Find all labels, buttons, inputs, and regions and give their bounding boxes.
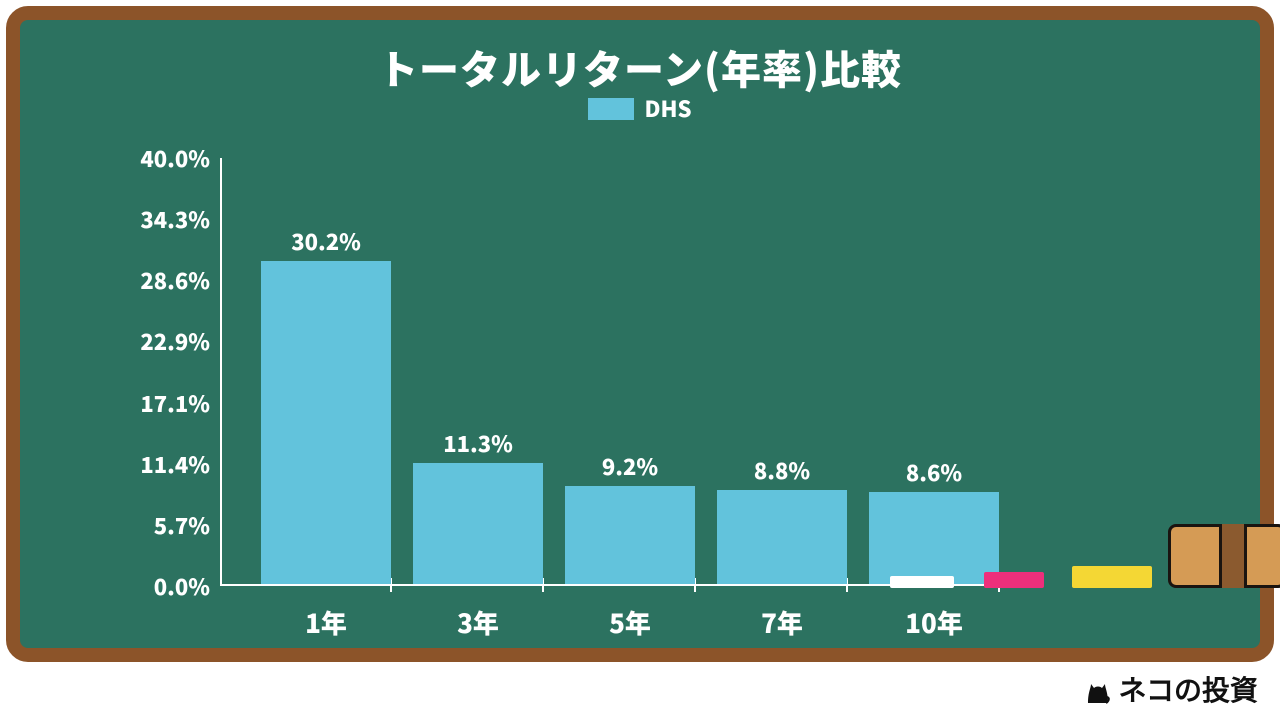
- bar-value-label: 11.3%: [443, 427, 513, 465]
- x-category-label: 1年: [305, 604, 347, 641]
- bar-value-label: 30.2%: [291, 225, 361, 263]
- y-tick-label: 17.1%: [140, 387, 210, 419]
- bar: [413, 463, 543, 584]
- watermark: ネコの投資: [1083, 669, 1258, 714]
- cat-icon: [1083, 676, 1113, 714]
- watermark-text: ネコの投資: [1119, 676, 1258, 707]
- x-category-label: 7年: [761, 604, 803, 641]
- chart-title: トータルリターン(年率)比較: [20, 38, 1260, 96]
- x-category-label: 5年: [609, 604, 651, 641]
- legend-swatch: [588, 98, 634, 120]
- x-category-label: 10年: [905, 604, 963, 641]
- bar-value-label: 8.6%: [906, 456, 962, 494]
- x-category-label: 3年: [457, 604, 499, 641]
- chalk-yellow-icon: [1072, 566, 1152, 588]
- bar: [869, 492, 999, 584]
- y-tick-label: 22.9%: [140, 325, 210, 357]
- y-tick-label: 5.7%: [154, 509, 210, 541]
- chalkboard-frame: トータルリターン(年率)比較 DHS 0.0%5.7%11.4%17.1%22.…: [6, 6, 1274, 662]
- chalk-white-icon: [890, 576, 954, 588]
- y-tick-label: 28.6%: [140, 264, 210, 296]
- chalk-pink-icon: [984, 572, 1044, 588]
- bar: [717, 490, 847, 584]
- bar-value-label: 9.2%: [602, 450, 658, 488]
- y-tick-label: 34.3%: [140, 203, 210, 235]
- y-tick-label: 0.0%: [154, 570, 210, 602]
- chart-legend: DHS: [20, 92, 1260, 124]
- bar: [565, 486, 695, 584]
- bar-chart: 0.0%5.7%11.4%17.1%22.9%28.6%34.3%40.0%30…: [220, 158, 1010, 586]
- y-axis: [220, 158, 222, 586]
- bar-value-label: 8.8%: [754, 454, 810, 492]
- y-tick-label: 11.4%: [140, 448, 210, 480]
- legend-label: DHS: [644, 92, 691, 124]
- bar: [261, 261, 391, 584]
- y-tick-label: 40.0%: [140, 142, 210, 174]
- eraser-icon: [1168, 524, 1280, 588]
